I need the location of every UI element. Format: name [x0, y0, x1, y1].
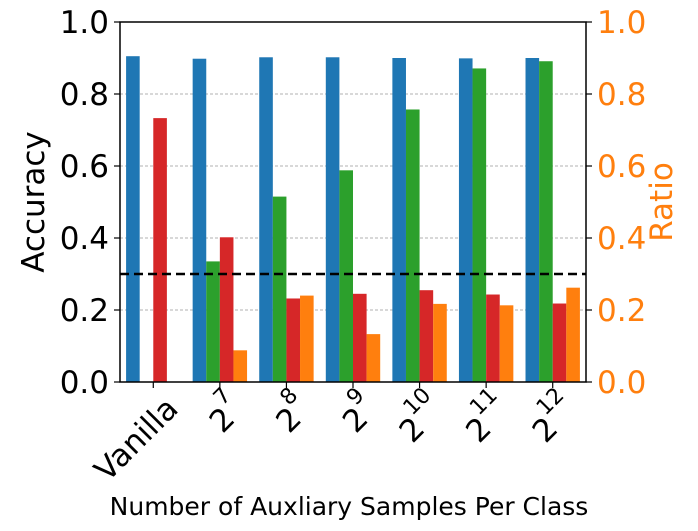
bar-red [552, 303, 567, 382]
bar-red [286, 298, 301, 382]
bar-green [339, 170, 353, 382]
svg-text:212: 212 [518, 383, 585, 450]
bar-blue [392, 58, 406, 382]
bar-blue [192, 58, 207, 382]
left-tick-label: 0.2 [60, 293, 109, 329]
bar-blue [259, 57, 273, 382]
bar-orange [300, 295, 314, 382]
svg-text:Vanilla: Vanilla [88, 391, 186, 489]
bar-red [153, 118, 167, 383]
bar-orange [433, 303, 447, 382]
bar-red [419, 290, 434, 382]
x-tick-label: 210 [385, 383, 452, 450]
left-tick-label: 0.0 [60, 365, 109, 401]
bar-red [353, 293, 367, 382]
x-tick-label: 28 [262, 383, 319, 440]
bar-blue [325, 57, 340, 382]
left-tick-label: 0.8 [60, 77, 109, 113]
right-tick-label: 1.0 [597, 5, 646, 41]
svg-text:211: 211 [452, 383, 519, 450]
right-tick-label: 0.6 [597, 149, 646, 185]
bar-orange [233, 350, 248, 382]
y-axis-label-right: Ratio [644, 162, 680, 242]
bars [126, 56, 580, 383]
bar-orange [566, 287, 580, 382]
bar-red [219, 237, 234, 382]
x-tick-label: 27 [195, 383, 252, 440]
x-tick-label: Vanilla [88, 391, 186, 489]
bar-green [405, 109, 420, 382]
right-tick-label: 0.4 [597, 221, 646, 257]
right-tick-label: 0.0 [597, 365, 646, 401]
svg-text:28: 28 [262, 383, 319, 440]
bar-orange [366, 334, 381, 382]
bar-blue [525, 58, 540, 382]
x-tick-label: 211 [452, 383, 519, 450]
bar-blue [458, 58, 473, 383]
bar-green [272, 196, 287, 382]
right-axis-ticks: 0.0 0.2 0.4 0.6 0.8 1.0 [586, 5, 646, 401]
bar-blue [126, 56, 140, 382]
x-tick-text: Vanilla [88, 391, 186, 489]
x-tick-label: 212 [518, 383, 585, 450]
bar-green [206, 261, 220, 382]
bar-green [472, 68, 487, 382]
y-axis-label: Accuracy [16, 131, 52, 273]
left-tick-label: 0.4 [60, 221, 109, 257]
bar-orange [499, 305, 514, 382]
bar-green [539, 61, 553, 383]
x-axis-label: Number of Auxliary Samples Per Class [110, 492, 589, 521]
bar-red [486, 294, 500, 382]
right-tick-label: 0.2 [597, 293, 646, 329]
svg-text:210: 210 [385, 383, 452, 450]
svg-text:29: 29 [328, 383, 385, 440]
left-tick-label: 1.0 [60, 5, 109, 41]
left-tick-label: 0.6 [60, 149, 109, 185]
left-axis-ticks: 0.0 0.2 0.4 0.6 0.8 1.0 [60, 5, 120, 401]
right-tick-label: 0.8 [597, 77, 646, 113]
x-tick-label: 29 [328, 383, 385, 440]
svg-text:27: 27 [195, 383, 252, 440]
